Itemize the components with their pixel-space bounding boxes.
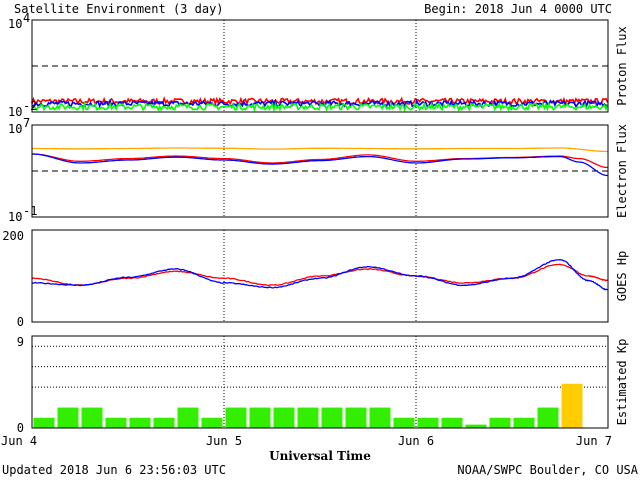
x-tick-label: Jun 4: [1, 434, 37, 448]
kp-bar: [369, 407, 391, 428]
electron-axis-label: Electron Flux: [615, 124, 629, 218]
electron-series-line: [32, 153, 609, 177]
proton-series-line: [31, 96, 609, 107]
y-tick-exponent: -1: [23, 204, 37, 218]
electron-frame: [31, 124, 609, 218]
hp-frame: [31, 229, 609, 323]
y-tick-label: 10: [8, 122, 22, 136]
y-tick-label: 200: [2, 229, 24, 243]
kp-bar: [417, 417, 439, 428]
hp-series-line: [31, 263, 609, 287]
kp-bar: [393, 417, 415, 428]
y-tick-label: 0: [17, 421, 24, 435]
kp-bar: [33, 417, 55, 428]
x-tick-labels: Jun 4 Jun 5 Jun 6 Jun 7: [1, 434, 612, 448]
y-tick-label: 10: [8, 105, 22, 119]
proton-frame: [31, 19, 609, 113]
y-tick-exponent: 4: [23, 11, 30, 25]
hp-panel: 200 0 GOES Hp: [2, 229, 629, 329]
kp-bar: [129, 417, 151, 428]
electron-panel: 10 710 -1 Electron Flux: [8, 116, 629, 224]
kp-bar: [537, 407, 559, 428]
x-axis-label: Universal Time: [269, 449, 371, 463]
kp-bar: [249, 407, 271, 428]
kp-bar: [345, 407, 367, 428]
hp-series-line: [32, 259, 609, 291]
y-tick-exponent: -2: [23, 99, 37, 113]
kp-bar: [513, 417, 535, 428]
kp-bar: [81, 407, 103, 428]
y-tick-label: 10: [8, 210, 22, 224]
kp-axis-label: Estimated Kp: [615, 339, 629, 426]
proton-axis-label: Proton Flux: [615, 26, 629, 105]
kp-bar: [297, 407, 319, 428]
x-tick-label: Jun 7: [576, 434, 612, 448]
x-tick-label: Jun 6: [398, 434, 434, 448]
kp-panel: 9 0 Estimated Kp: [17, 335, 629, 435]
updated-timestamp: Updated 2018 Jun 6 23:56:03 UTC: [2, 463, 226, 477]
electron-series-line: [32, 147, 608, 153]
chart-title: Satellite Environment (3 day): [14, 2, 224, 16]
kp-bar: [465, 424, 487, 428]
y-tick-label: 0: [17, 315, 24, 329]
credit-text: NOAA/SWPC Boulder, CO USA: [457, 463, 638, 477]
y-tick-exponent: 7: [23, 116, 30, 130]
kp-bar: [105, 417, 127, 428]
kp-bar: [57, 407, 79, 428]
kp-bar: [561, 383, 583, 428]
kp-bar: [225, 407, 247, 428]
kp-bar: [153, 417, 175, 428]
kp-bar: [201, 417, 223, 428]
y-tick-label: 10: [8, 17, 22, 31]
kp-bar: [441, 417, 463, 428]
kp-bar: [273, 407, 295, 428]
kp-bar: [177, 407, 199, 428]
proton-series-line: [31, 100, 609, 113]
hp-axis-label: GOES Hp: [615, 251, 629, 302]
x-tick-label: Jun 5: [206, 434, 242, 448]
kp-frame: [31, 335, 609, 429]
y-tick-label: 9: [17, 335, 24, 349]
kp-bar: [321, 407, 343, 428]
begin-time: Begin: 2018 Jun 4 0000 UTC: [424, 2, 612, 16]
kp-bar: [489, 417, 511, 428]
